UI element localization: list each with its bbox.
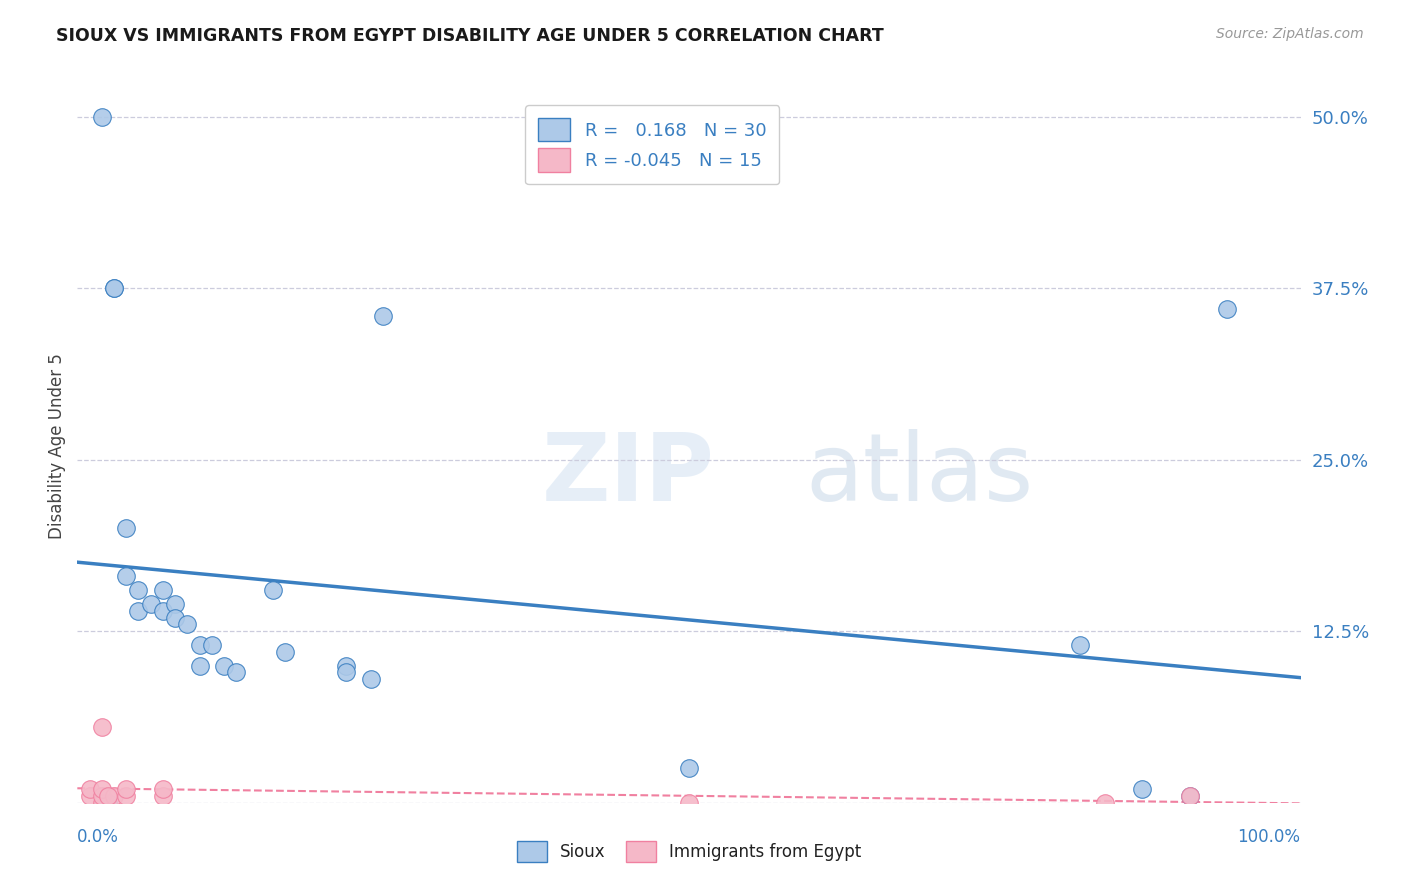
Point bbox=[1130, 782, 1153, 797]
Point bbox=[152, 583, 174, 598]
Point bbox=[79, 782, 101, 797]
Point bbox=[79, 789, 101, 803]
Point bbox=[262, 583, 284, 598]
Point bbox=[1216, 301, 1239, 316]
Point bbox=[127, 583, 149, 598]
Point bbox=[165, 610, 187, 624]
Point bbox=[103, 281, 125, 295]
Point bbox=[335, 658, 357, 673]
Point bbox=[335, 665, 357, 680]
Legend: Sioux, Immigrants from Egypt: Sioux, Immigrants from Egypt bbox=[509, 832, 869, 871]
Point bbox=[188, 658, 211, 673]
Point bbox=[90, 796, 112, 810]
Point bbox=[678, 796, 700, 810]
Text: atlas: atlas bbox=[806, 428, 1033, 521]
Point bbox=[360, 673, 382, 687]
Point bbox=[212, 658, 235, 673]
Point bbox=[115, 782, 138, 797]
Point bbox=[115, 789, 138, 803]
Point bbox=[188, 638, 211, 652]
Point bbox=[90, 789, 112, 803]
Point bbox=[165, 597, 187, 611]
Point bbox=[90, 720, 112, 734]
Text: SIOUX VS IMMIGRANTS FROM EGYPT DISABILITY AGE UNDER 5 CORRELATION CHART: SIOUX VS IMMIGRANTS FROM EGYPT DISABILIT… bbox=[56, 27, 884, 45]
Text: 100.0%: 100.0% bbox=[1237, 828, 1301, 846]
Point bbox=[201, 638, 224, 652]
Point bbox=[176, 617, 198, 632]
Point bbox=[97, 796, 120, 810]
Text: ZIP: ZIP bbox=[543, 428, 716, 521]
Point bbox=[1180, 789, 1202, 803]
Point bbox=[152, 782, 174, 797]
Point bbox=[371, 309, 394, 323]
Point bbox=[90, 782, 112, 797]
Point bbox=[1094, 796, 1116, 810]
Point bbox=[103, 789, 125, 803]
Point bbox=[678, 762, 700, 776]
Point bbox=[152, 789, 174, 803]
Point bbox=[115, 521, 138, 535]
Point bbox=[274, 645, 297, 659]
Y-axis label: Disability Age Under 5: Disability Age Under 5 bbox=[48, 353, 66, 539]
Point bbox=[1069, 638, 1091, 652]
Point bbox=[127, 604, 149, 618]
Point bbox=[90, 110, 112, 124]
Text: 0.0%: 0.0% bbox=[77, 828, 120, 846]
Point bbox=[139, 597, 162, 611]
Point bbox=[1180, 789, 1202, 803]
Text: Source: ZipAtlas.com: Source: ZipAtlas.com bbox=[1216, 27, 1364, 41]
Point bbox=[115, 569, 138, 583]
Point bbox=[225, 665, 247, 680]
Point bbox=[152, 604, 174, 618]
Point bbox=[97, 789, 120, 803]
Point bbox=[103, 281, 125, 295]
